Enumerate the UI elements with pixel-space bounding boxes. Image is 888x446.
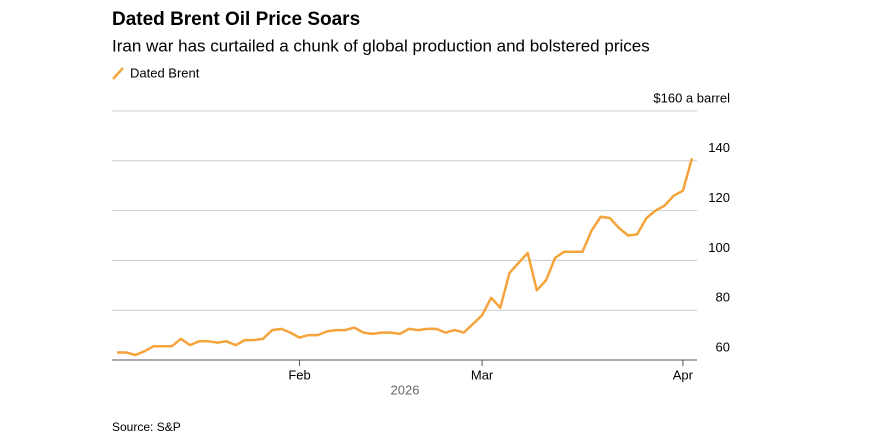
y-tick-label: 120 [708,190,730,205]
y-tick-label: 140 [708,140,730,155]
x-tick-label: Mar [471,367,494,382]
legend-label: Dated Brent [130,65,200,80]
y-tick-label: 80 [716,290,730,305]
x-tick-label: Feb [288,367,310,382]
legend-swatch [112,67,124,80]
price-line [117,157,694,357]
y-tick-label: 100 [708,240,730,255]
x-tick-label: Apr [673,367,694,382]
y-tick-label: $160 a barrel [653,90,730,105]
chart-title: Dated Brent Oil Price Soars [112,9,360,30]
y-tick-label: 60 [716,339,730,354]
chart-subtitle: Iran war has curtailed a chunk of global… [112,36,650,55]
source: Source: S&P [112,420,181,434]
x-axis-label: 2026 [391,382,420,397]
